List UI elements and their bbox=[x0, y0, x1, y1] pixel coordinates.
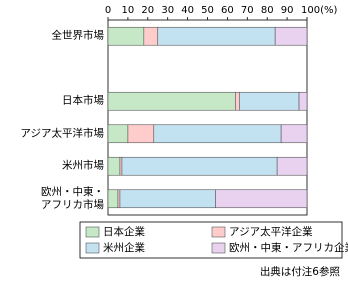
source-note: 出典は付注6参照 bbox=[259, 266, 340, 278]
bar-segment bbox=[274, 26, 308, 46]
legend-swatch bbox=[85, 242, 100, 254]
x-tick-label: 40 bbox=[181, 5, 194, 16]
legend-swatch bbox=[85, 226, 100, 238]
category-label: 米州市場 bbox=[62, 159, 104, 172]
bar-segment bbox=[215, 189, 308, 209]
bar-segment bbox=[153, 124, 282, 144]
legend-frame bbox=[79, 221, 343, 259]
bar-segment bbox=[143, 26, 159, 46]
bar-segment bbox=[157, 26, 276, 46]
legend-label: 米州企業 bbox=[103, 241, 145, 254]
legend-swatch bbox=[211, 226, 226, 238]
bar-segment bbox=[239, 91, 300, 111]
legend-label: アジア太平洋企業 bbox=[229, 225, 313, 238]
x-tick-label: 90 bbox=[281, 5, 294, 16]
bar-segment bbox=[127, 124, 155, 144]
bar-segment bbox=[121, 156, 278, 176]
x-tick-label: 100(%) bbox=[301, 5, 337, 16]
x-tick-label: 60 bbox=[221, 5, 234, 16]
category-label: 全世界市場 bbox=[51, 29, 105, 42]
bar-segment bbox=[276, 156, 308, 176]
bar-segment bbox=[235, 91, 240, 111]
x-tick-label: 30 bbox=[161, 5, 174, 16]
bar-segment bbox=[119, 189, 216, 209]
bar-segment bbox=[107, 124, 129, 144]
category-label: 日本市場 bbox=[62, 94, 104, 107]
legend-label: 日本企業 bbox=[103, 225, 145, 238]
x-tick-label: 10 bbox=[122, 5, 135, 16]
category-label: 欧州・中東・ アフリカ市場 bbox=[41, 185, 104, 211]
bar-segment bbox=[107, 189, 119, 209]
x-tick-label: 80 bbox=[261, 5, 274, 16]
legend-swatch bbox=[211, 242, 226, 254]
legend-label: 欧州・中東・アフリカ企業 bbox=[229, 241, 348, 254]
plot-frame bbox=[107, 19, 308, 216]
bar-segment bbox=[107, 26, 145, 46]
bar-segment bbox=[107, 156, 121, 176]
bar-segment bbox=[280, 124, 308, 144]
bar-segment bbox=[298, 91, 308, 111]
x-tick-label: 50 bbox=[201, 5, 214, 16]
bar-segment bbox=[107, 91, 236, 111]
category-label: アジア太平洋市場 bbox=[20, 127, 104, 140]
x-tick-label: 20 bbox=[141, 5, 154, 16]
x-tick-label: 70 bbox=[241, 5, 254, 16]
x-tick-label: 0 bbox=[105, 5, 111, 16]
